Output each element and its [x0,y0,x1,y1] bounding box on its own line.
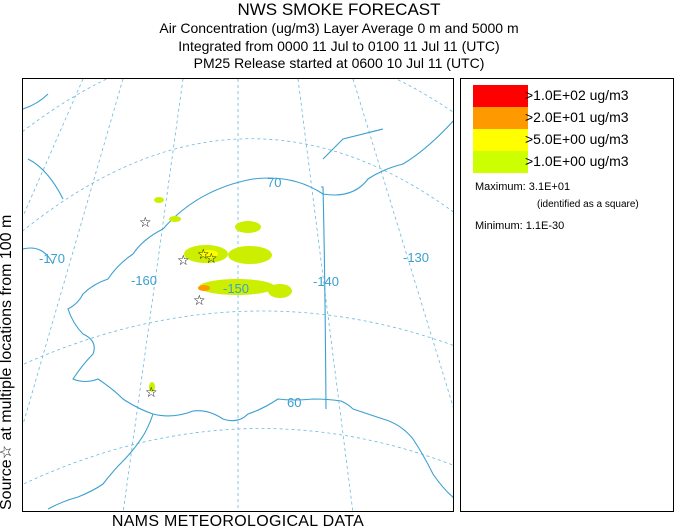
smoke-plumes [149,197,292,392]
border [321,186,327,410]
lat-70-label: 70 [267,175,281,190]
source-star-4: ☆ [205,251,218,267]
lat-60-line [23,428,453,485]
lon-140-line [297,79,354,511]
plume-hotspot [198,285,210,291]
source-star-6: ☆ [145,385,158,401]
map-canvas: ☆ ☆ ☆ ☆ ☆ ☆ 70 -170 -160 -150 -140 -130 … [23,79,453,511]
lon-150-label: -150 [223,281,249,296]
lat-70-line [23,138,453,232]
minimum-value: Minimum: 1.1E-30 [475,220,565,232]
plume-southwest [149,382,155,392]
lon-160-line [122,79,184,511]
plume-north [154,197,164,203]
source-star-2: ☆ [177,253,190,269]
graticule [23,79,453,511]
plume-south [199,279,275,295]
release-info: PM25 Release started at 0600 10 Jul 11 (… [193,55,485,71]
legend-swatch [473,107,528,129]
legend-label: >2.0E+01 ug/m3 [525,109,629,125]
russia-coast [23,93,64,265]
plume-north-2 [169,216,181,222]
peninsula [47,413,154,510]
lon-160-label: -160 [131,273,157,288]
concentration-legend: >1.0E+02 ug/m3 >2.0E+01 ug/m3 >5.0E+00 u… [460,78,674,512]
maximum-note: (identified as a square) [537,199,639,210]
lon-130-line [352,79,453,408]
lat-60-label: 60 [287,395,301,410]
concentration-subtitle: Air Concentration (ug/m3) Layer Average … [159,20,519,36]
alaska-map: ☆ ☆ ☆ ☆ ☆ ☆ 70 -170 -160 -150 -140 -130 … [22,78,454,512]
source-star-1: ☆ [139,215,152,231]
plume-west-core [200,250,218,258]
source-side-label: Source☆ at multiple locations from 100 m [0,215,15,510]
source-star-3: ☆ [197,247,210,263]
legend-item: >1.0E+00 ug/m3 [473,151,673,173]
plume-central-upper [235,221,261,233]
meteorological-data-label: NAMS METEOROLOGICAL DATA [111,513,365,530]
lat-65-line [23,310,453,365]
legend-swatch [473,85,528,107]
source-star-5: ☆ [193,293,206,309]
coastline [23,93,453,510]
lon-170-line [23,79,124,426]
plume-central [228,246,272,264]
legend-swatch [473,151,528,173]
legend-label: >5.0E+00 ug/m3 [525,131,629,147]
legend-item: >2.0E+01 ug/m3 [473,107,673,129]
legend-label: >1.0E+02 ug/m3 [525,87,629,103]
forecast-title: NWS SMOKE FORECAST [237,0,441,19]
lon-140-label: -140 [313,274,339,289]
source-markers: ☆ ☆ ☆ ☆ ☆ ☆ [139,215,218,401]
legend-item: >5.0E+00 ug/m3 [473,129,673,151]
north-coast [162,120,453,230]
canada-arctic [322,128,384,160]
legend-label: >1.0E+00 ug/m3 [525,153,629,169]
lon-170-label: -170 [39,251,65,266]
lat-75-line [23,79,453,132]
southeast-coast [352,408,453,498]
maximum-value: Maximum: 3.1E+01 [475,181,571,193]
integration-period: Integrated from 0000 11 Jul to 0100 11 J… [178,38,500,54]
plume-east [268,284,292,298]
west-coast [67,228,354,422]
legend-swatch [473,129,528,151]
legend-item: >1.0E+02 ug/m3 [473,85,673,107]
lon-130-label: -130 [403,250,429,265]
lon-180-line [23,79,84,218]
